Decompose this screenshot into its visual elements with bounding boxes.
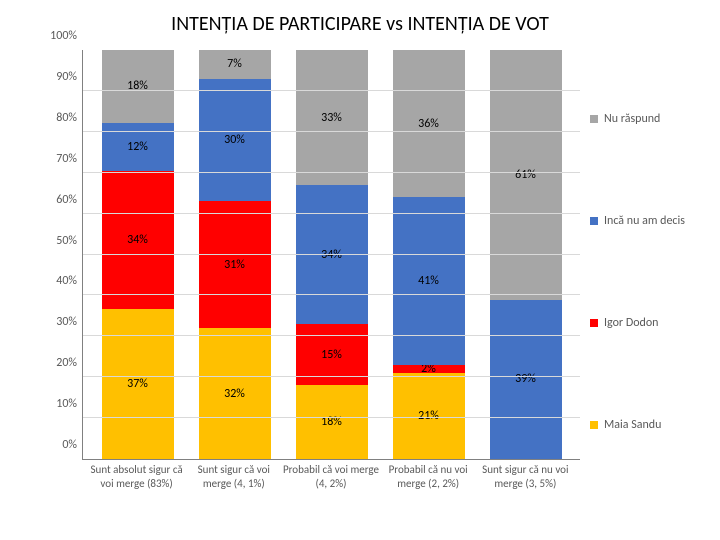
bar-segment: 2%: [393, 365, 465, 373]
y-tick: 90%: [56, 70, 83, 84]
legend-label: Maia Sandu: [604, 418, 661, 432]
x-label: Sunt sigur că voi merge (4, 1%): [186, 463, 282, 491]
bar-segment: 36%: [393, 50, 465, 197]
bar-segment: 37%: [102, 309, 174, 459]
legend-swatch: [590, 115, 598, 123]
x-axis-labels: Sunt absolut sigur că voi merge (83%)Sun…: [82, 463, 580, 491]
legend-swatch: [590, 217, 598, 225]
grid-line: [83, 335, 580, 336]
bar-column: 37% 34% 12% 18%: [102, 50, 174, 459]
x-label: Probabil că nu voi merge (2, 2%): [380, 463, 476, 491]
segment-label: 61%: [515, 168, 536, 182]
segment-label: 32%: [224, 387, 245, 401]
bar-column: 39% 61%: [490, 50, 562, 459]
chart-area: 37% 34% 12% 18% 32% 31% 30% 7% 18% 15% 34% 33% 21% 2%…: [40, 50, 580, 480]
bar-column: 18% 15% 34% 33%: [296, 50, 368, 459]
x-label: Sunt absolut sigur că voi merge (83%): [89, 463, 185, 491]
bar-column: 21% 2% 41% 36%: [393, 50, 465, 459]
x-label: Probabil că voi merge (4, 2%): [283, 463, 379, 491]
bar-segment: 21%: [393, 373, 465, 459]
y-tick: 20%: [56, 356, 83, 370]
grid-line: [83, 172, 580, 173]
legend-item: Igor Dodon: [590, 316, 715, 330]
segment-label: 12%: [127, 140, 148, 154]
bar-segment: 30%: [199, 79, 271, 202]
bar-segment: 61%: [490, 50, 562, 299]
y-tick: 70%: [56, 152, 83, 166]
legend: Nu răspund Incă nu am decis Igor Dodon Maia…: [590, 112, 715, 432]
legend-label: Nu răspund: [604, 112, 660, 126]
y-tick: 0%: [62, 438, 83, 452]
grid-line: [83, 254, 580, 255]
grid-line: [83, 90, 580, 91]
bar-segment: 34%: [102, 171, 174, 309]
bars-container: 37% 34% 12% 18% 32% 31% 30% 7% 18% 15% 34% 33% 21% 2%…: [83, 50, 580, 459]
segment-label: 36%: [418, 117, 439, 131]
bar-segment: 32%: [199, 328, 271, 459]
legend-label: Incă nu am decis: [604, 214, 685, 228]
x-label: Sunt sigur că nu voi merge (3, 5%): [477, 463, 573, 491]
segment-label: 7%: [227, 57, 242, 71]
segment-label: 34%: [127, 233, 148, 247]
legend-item: Incă nu am decis: [590, 214, 715, 228]
legend-label: Igor Dodon: [604, 316, 658, 330]
segment-label: 33%: [321, 111, 342, 125]
segment-label: 34%: [321, 248, 342, 262]
bar-segment: 31%: [199, 201, 271, 328]
y-tick: 50%: [56, 234, 83, 248]
grid-line: [83, 294, 580, 295]
bar-segment: 33%: [296, 50, 368, 185]
y-tick: 100%: [50, 29, 83, 43]
y-tick: 40%: [56, 274, 83, 288]
y-tick: 80%: [56, 111, 83, 125]
y-tick: 10%: [56, 397, 83, 411]
bar-segment: 7%: [199, 50, 271, 79]
legend-swatch: [590, 421, 598, 429]
segment-label: 37%: [127, 377, 148, 391]
bar-segment: 41%: [393, 197, 465, 365]
y-tick: 60%: [56, 193, 83, 207]
plot-region: 37% 34% 12% 18% 32% 31% 30% 7% 18% 15% 34% 33% 21% 2%…: [82, 50, 580, 460]
segment-label: 39%: [515, 372, 536, 386]
grid-line: [83, 131, 580, 132]
grid-line: [83, 417, 580, 418]
legend-item: Maia Sandu: [590, 418, 715, 432]
bar-column: 32% 31% 30% 7%: [199, 50, 271, 459]
segment-label: 31%: [224, 258, 245, 272]
legend-item: Nu răspund: [590, 112, 715, 126]
segment-label: 30%: [224, 133, 245, 147]
legend-swatch: [590, 319, 598, 327]
segment-label: 15%: [321, 348, 342, 362]
grid-line: [83, 213, 580, 214]
segment-label: 21%: [418, 409, 439, 423]
chart-title: INTENȚIA DE PARTICIPARE vs INTENȚIA DE V…: [0, 0, 720, 42]
grid-line: [83, 376, 580, 377]
segment-label: 18%: [127, 79, 148, 93]
bar-segment: 34%: [296, 185, 368, 324]
bar-segment: 39%: [490, 300, 562, 460]
bar-segment: 18%: [102, 50, 174, 123]
bar-segment: 18%: [296, 385, 368, 459]
y-tick: 30%: [56, 315, 83, 329]
segment-label: 41%: [418, 274, 439, 288]
